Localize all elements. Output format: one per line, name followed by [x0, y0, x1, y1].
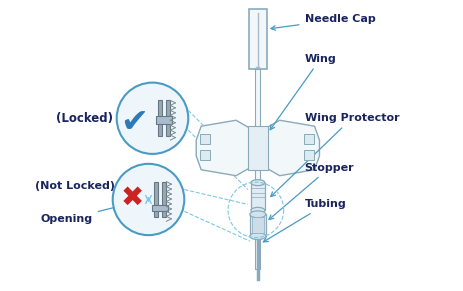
Text: Tubing: Tubing	[263, 199, 345, 242]
Ellipse shape	[250, 211, 265, 218]
Text: Wing: Wing	[269, 54, 336, 130]
Bar	[152, 205, 168, 211]
Text: Needle Cap: Needle Cap	[270, 14, 375, 30]
Circle shape	[116, 83, 188, 154]
Bar	[247, 126, 267, 170]
Ellipse shape	[250, 233, 265, 239]
Text: Stopper: Stopper	[269, 163, 353, 219]
Text: Opening: Opening	[41, 201, 134, 224]
Bar	[303, 134, 313, 144]
Text: ✔: ✔	[120, 106, 148, 139]
Text: ✖: ✖	[121, 184, 144, 212]
Text: (Locked): (Locked)	[56, 112, 113, 125]
Bar	[251, 217, 263, 233]
Bar	[154, 182, 158, 217]
Text: (Not Locked): (Not Locked)	[35, 181, 114, 191]
Circle shape	[113, 164, 184, 235]
Polygon shape	[265, 120, 319, 176]
Bar	[248, 9, 266, 69]
Bar	[156, 116, 172, 124]
Polygon shape	[196, 120, 250, 176]
Bar	[166, 100, 170, 136]
Bar	[200, 134, 210, 144]
Bar	[250, 214, 265, 236]
Text: Wing Protector: Wing Protector	[270, 113, 398, 197]
Bar	[303, 150, 313, 160]
Bar	[200, 150, 210, 160]
Ellipse shape	[250, 207, 264, 213]
Bar	[158, 100, 162, 136]
Bar	[255, 69, 260, 269]
Ellipse shape	[250, 180, 264, 186]
Bar	[162, 182, 166, 217]
Bar	[250, 183, 264, 210]
